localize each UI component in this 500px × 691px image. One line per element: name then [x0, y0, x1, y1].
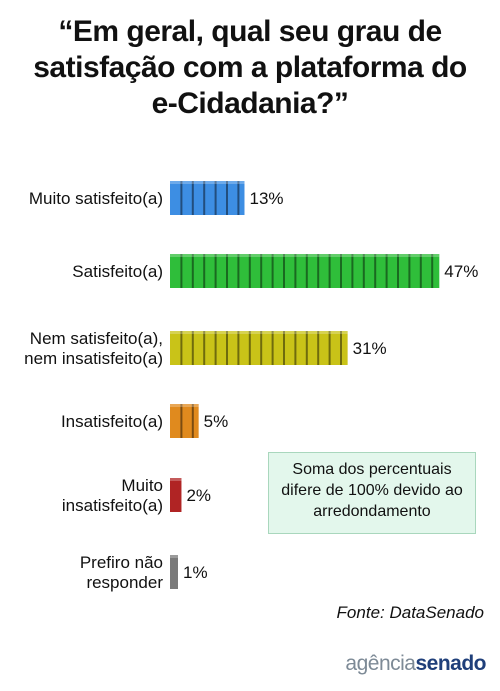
bar-segment-divider: [408, 254, 411, 288]
bar-highlight: [170, 404, 199, 407]
bar-segment-divider: [214, 331, 217, 365]
logo-part-2: senado: [415, 652, 486, 675]
bar-highlight: [170, 181, 245, 184]
value-label: 31%: [353, 339, 387, 358]
bar-segment-divider: [397, 254, 399, 288]
category-label: Muito satisfeito(a): [29, 189, 163, 208]
value-label: 2%: [186, 486, 211, 505]
bar-segment-divider: [248, 331, 251, 365]
bar-segment-divider: [317, 331, 320, 365]
logo-part-1: agência: [345, 652, 416, 675]
bar-segment-divider: [305, 331, 308, 365]
bar-segment-divider: [340, 254, 342, 288]
bar-segment-divider: [180, 254, 183, 288]
bar-segment-divider: [419, 254, 422, 288]
value-label: 1%: [183, 563, 208, 582]
bar-highlight: [170, 331, 348, 334]
category-label: insatisfeito(a): [62, 496, 163, 515]
bar-segment-divider: [237, 254, 240, 288]
bar-highlight: [170, 254, 440, 257]
bar-segment-divider: [214, 181, 217, 215]
bar-segment-divider: [305, 254, 308, 288]
bar-segment-divider: [226, 181, 228, 215]
note-line: Soma dos percentuais: [292, 461, 452, 478]
bar-highlight: [170, 478, 182, 481]
category-label: Insatisfeito(a): [61, 412, 163, 431]
chart-title: “Em geral, qual seu grau de satisfação c…: [0, 14, 500, 122]
bar-segment-divider: [283, 254, 285, 288]
bar-segment-divider: [328, 331, 331, 365]
bar-segment-divider: [191, 331, 194, 365]
category-label: Muito: [121, 476, 163, 495]
bar-segment-divider: [374, 254, 377, 288]
bar-segment-divider: [317, 254, 320, 288]
bar-segment-divider: [385, 254, 388, 288]
bar-segment-divider: [237, 181, 240, 215]
bar-segment-divider: [203, 331, 206, 365]
bar-segment-divider: [362, 254, 365, 288]
value-label: 5%: [204, 412, 229, 431]
bar: [170, 478, 182, 512]
bar-segment-divider: [260, 331, 263, 365]
bar-segment-divider: [351, 254, 354, 288]
bar-segment-divider: [191, 254, 194, 288]
bar-segment-divider: [271, 331, 274, 365]
bar-segment-divider: [180, 181, 183, 215]
agencia-senado-logo: agênciasenado: [345, 652, 486, 676]
bar-segment-divider: [283, 331, 285, 365]
bar-segment-divider: [237, 331, 240, 365]
value-label: 47%: [444, 262, 478, 281]
bar-segment-divider: [328, 254, 331, 288]
bar: [170, 331, 348, 365]
bar-segment-divider: [294, 331, 297, 365]
bar-segment-divider: [271, 254, 274, 288]
bar-segment-divider: [260, 254, 263, 288]
bar: [170, 181, 245, 215]
bar-segment-divider: [214, 254, 217, 288]
title-line: satisfação com a plataforma do: [33, 51, 467, 84]
title-line: “Em geral, qual seu grau de: [58, 15, 442, 48]
bar-segment-divider: [180, 404, 183, 438]
bar-segment-divider: [294, 254, 297, 288]
title-line: e-Cidadania?”: [151, 87, 349, 120]
bar-segment-divider: [180, 331, 183, 365]
rounding-note: Soma dos percentuais difere de 100% devi…: [268, 452, 476, 534]
bar-highlight: [170, 555, 178, 558]
bar: [170, 404, 199, 438]
bar: [170, 555, 178, 589]
bar-segment-divider: [191, 404, 194, 438]
bar-segment-divider: [203, 181, 206, 215]
bar-segment-divider: [248, 254, 251, 288]
bar-segment-divider: [226, 331, 228, 365]
value-label: 13%: [249, 189, 283, 208]
bar-segment-divider: [431, 254, 434, 288]
bar-segment-divider: [191, 181, 194, 215]
category-label: nem insatisfeito(a): [24, 349, 163, 368]
bar-segment-divider: [203, 254, 206, 288]
category-label: Satisfeito(a): [72, 262, 163, 281]
category-label: Nem satisfeito(a),: [30, 329, 163, 348]
category-label: responder: [86, 573, 163, 592]
bar-segment-divider: [226, 254, 228, 288]
source-credit: Fonte: DataSenado: [336, 603, 484, 622]
bar-segment-divider: [340, 331, 342, 365]
note-line: difere de 100% devido ao: [281, 482, 463, 499]
category-label: Prefiro não: [80, 553, 163, 572]
note-line: arredondamento: [313, 503, 431, 520]
